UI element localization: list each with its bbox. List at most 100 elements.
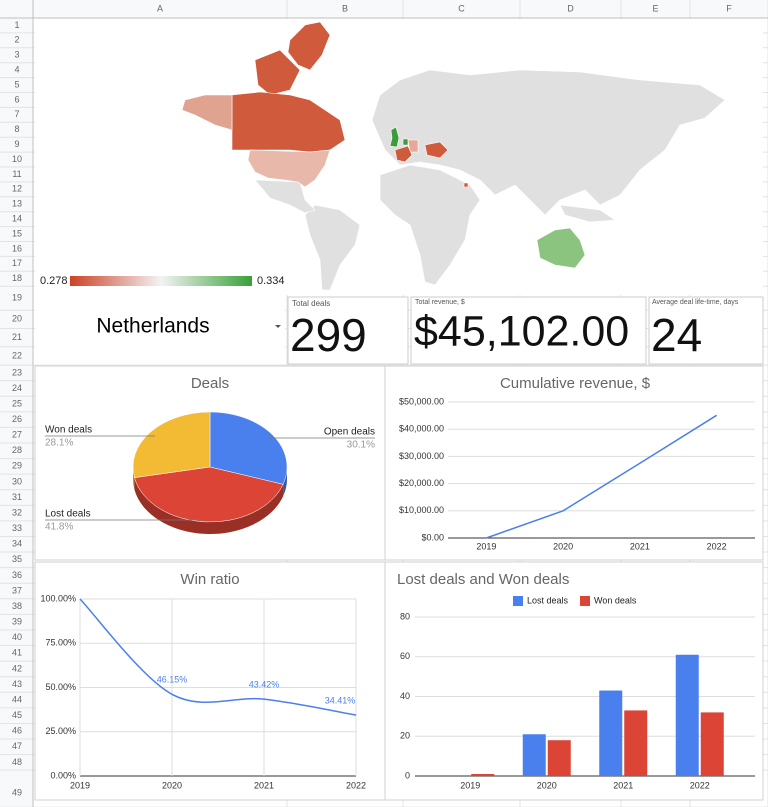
selector-value[interactable]: Netherlands (96, 315, 209, 338)
row-header: 8 (14, 124, 19, 134)
row-header: 45 (12, 710, 22, 720)
row-header: 33 (12, 523, 22, 533)
row-header: 47 (12, 741, 22, 751)
row-header: 44 (12, 694, 22, 704)
row-header: 2 (14, 35, 19, 45)
chart-panel (384, 365, 764, 561)
kpi-value: $45,102.00 (414, 307, 629, 355)
chart-title: Win ratio (180, 571, 239, 588)
row-header: 10 (12, 154, 22, 164)
kpi-value: 24 (651, 309, 702, 361)
row-header-bg (0, 18, 33, 807)
row-header: 7 (14, 109, 19, 119)
row-header: 9 (14, 139, 19, 149)
kpi-label: Total revenue, $ (415, 299, 465, 306)
row-header: 34 (12, 539, 22, 549)
row-header: 39 (12, 617, 22, 627)
row-header: 15 (12, 228, 22, 238)
y-tick-label: 40 (400, 691, 410, 701)
bar (700, 712, 724, 776)
slice-value: 30.1% (347, 440, 375, 451)
row-header: 31 (12, 492, 22, 502)
row-header: 27 (12, 430, 22, 440)
row-header: 42 (12, 663, 22, 673)
row-header: 48 (12, 757, 22, 767)
x-tick-label: 2022 (707, 541, 727, 551)
row-header: 12 (12, 184, 22, 194)
country (389, 126, 400, 148)
y-tick-label: $30,000.00 (399, 451, 444, 461)
chart-panel (34, 561, 386, 801)
country (402, 138, 409, 146)
y-tick-label: 75.00% (45, 638, 76, 648)
row-header: 11 (12, 169, 21, 179)
row-header: 35 (12, 554, 22, 564)
row-header: 25 (12, 398, 22, 408)
slice-label: Won deals (45, 425, 92, 436)
column-header: F (726, 3, 732, 13)
y-tick-label: 0 (405, 770, 410, 780)
land (304, 204, 361, 291)
y-tick-label: $10,000.00 (399, 505, 444, 515)
row-header: 14 (12, 214, 22, 224)
country (247, 149, 331, 188)
y-tick-label: $0.00 (421, 532, 444, 542)
bar (599, 690, 623, 776)
row-header: 21 (12, 332, 22, 342)
line (79, 598, 357, 716)
row-header: 13 (12, 199, 22, 209)
row-header: 18 (12, 273, 22, 283)
slice-label: Open deals (324, 427, 375, 438)
row-header: 4 (14, 65, 19, 75)
dropdown-arrow[interactable] (275, 325, 281, 328)
country (536, 227, 586, 269)
slice-value: 41.8% (45, 522, 73, 533)
y-tick-label: 0.00% (50, 770, 76, 780)
row-header: 22 (12, 350, 22, 360)
row-header: 1 (14, 20, 19, 30)
country (407, 139, 419, 153)
row-header: 5 (14, 79, 19, 89)
row-header: 46 (12, 726, 22, 736)
map (35, 19, 763, 295)
data-label: 43.42% (249, 680, 280, 690)
pie-slice (209, 411, 288, 485)
colorbar-max: 0.334 (257, 275, 285, 287)
colorbar-min: 0.278 (40, 275, 68, 287)
legend-swatch (580, 596, 590, 606)
row-header: 16 (12, 243, 22, 253)
slice-value: 28.1% (45, 438, 73, 449)
x-tick-label: 2021 (254, 780, 274, 790)
charts: 0.278 0.334 Deals Open deals 30.1% Lost deals… (34, 275, 764, 801)
column-header: B (342, 3, 348, 13)
kpi-row: Netherlands Total deals 299 Total revenu… (35, 288, 764, 365)
row-header: 20 (12, 314, 22, 324)
bar (547, 740, 571, 776)
chart-title: Lost deals and Won deals (397, 571, 569, 588)
country (181, 94, 233, 131)
column-header: E (652, 3, 658, 13)
country (287, 21, 331, 71)
data-label: 46.15% (157, 675, 188, 685)
row-header: 37 (12, 585, 22, 595)
row-header: 24 (12, 383, 22, 393)
y-tick-label: $20,000.00 (399, 478, 444, 488)
column-header: A (157, 3, 163, 13)
country (424, 141, 449, 159)
x-tick-label: 2022 (346, 780, 366, 790)
column-header: C (458, 3, 465, 13)
bar (675, 654, 699, 776)
y-tick-label: 60 (400, 651, 410, 661)
x-tick-label: 2020 (553, 541, 573, 551)
x-tick-label: 2021 (613, 780, 633, 790)
row-header: 41 (12, 648, 22, 658)
x-tick-label: 2021 (630, 541, 650, 551)
pie-slice (132, 411, 211, 478)
chart-title: Cumulative revenue, $ (500, 375, 651, 392)
x-tick-label: 2019 (476, 541, 496, 551)
land (254, 179, 316, 214)
column-header: D (567, 3, 574, 13)
bar (624, 710, 648, 776)
y-tick-label: 80 (400, 611, 410, 621)
kpi-box (648, 296, 764, 365)
